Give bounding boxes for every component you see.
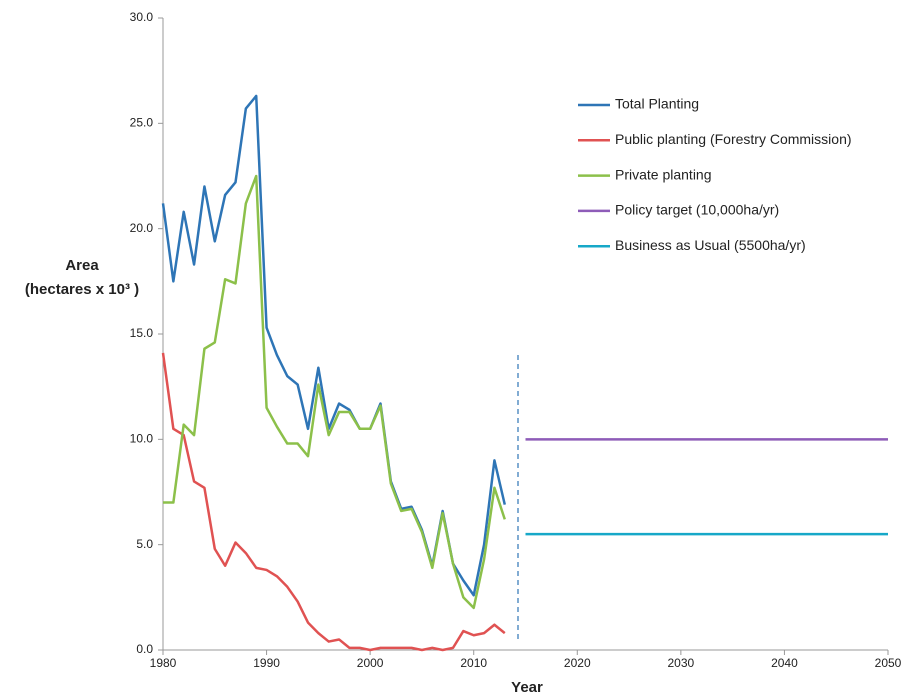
y-tick-label: 0.0: [136, 642, 153, 656]
x-tick-label: 2010: [460, 656, 487, 670]
y-tick-label: 5.0: [136, 537, 153, 551]
x-tick-label: 1990: [253, 656, 280, 670]
legend-label: Policy target (10,000ha/yr): [615, 202, 779, 218]
legend-label: Private planting: [615, 166, 712, 182]
x-tick-label: 2020: [564, 656, 591, 670]
series-line: [163, 174, 506, 610]
x-tick-label: 2040: [771, 656, 798, 670]
legend-label: Business as Usual (5500ha/yr): [615, 237, 806, 253]
y-axis-label-2: (hectares x 10³ ): [25, 281, 139, 298]
y-tick-label: 10.0: [130, 432, 154, 446]
legend-label: Total Planting: [615, 96, 699, 112]
y-tick-label: 25.0: [130, 116, 154, 130]
series-line: [161, 94, 507, 597]
y-tick-label: 30.0: [130, 10, 154, 24]
y-tick-label: 20.0: [130, 221, 154, 235]
y-tick-label: 15.0: [130, 326, 154, 340]
x-tick-label: 1980: [150, 656, 177, 670]
legend-label: Public planting (Forestry Commission): [615, 131, 852, 147]
x-tick-label: 2030: [668, 656, 695, 670]
series-line: [161, 352, 506, 652]
x-axis-label: Year: [511, 679, 543, 696]
x-tick-label: 2000: [357, 656, 384, 670]
y-axis-label: Area: [65, 257, 99, 274]
x-tick-label: 2050: [875, 656, 902, 670]
